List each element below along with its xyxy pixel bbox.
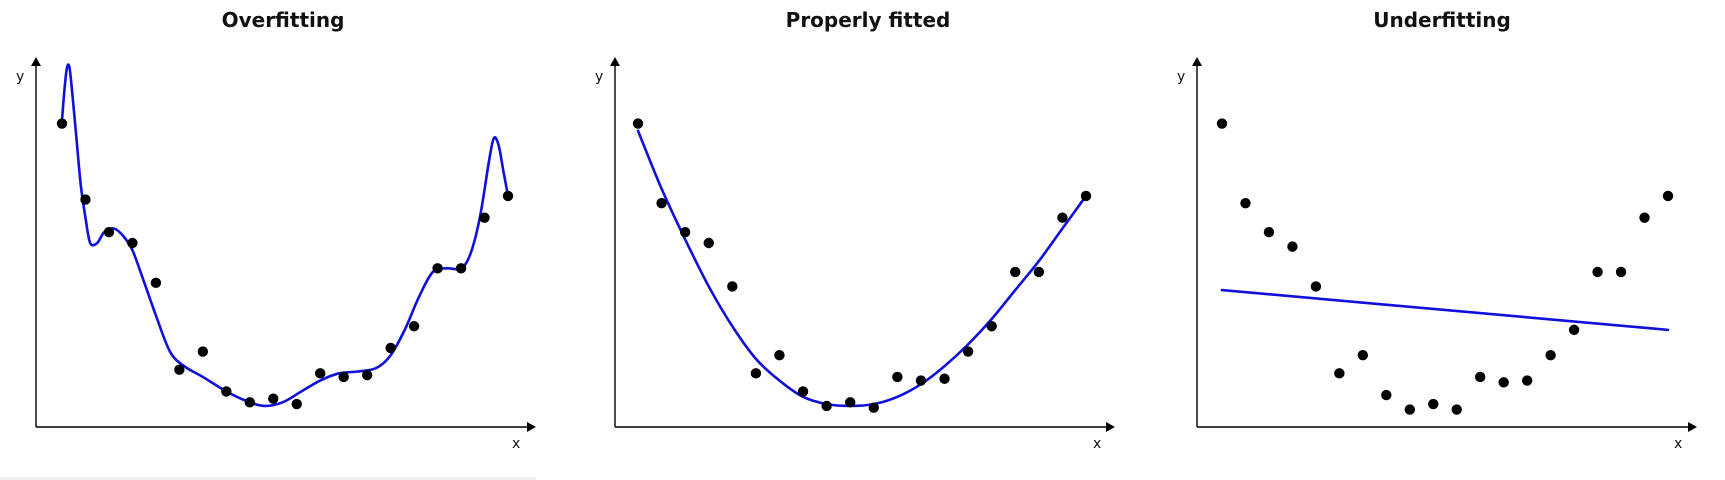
- data-point-underfitting-15: [1545, 350, 1556, 361]
- x-axis-label-properly-fitted: x: [1093, 436, 1102, 452]
- data-point-underfitting-8: [1381, 389, 1392, 401]
- data-point-overfitting-14: [361, 369, 373, 381]
- data-point-properly-fitted-3: [679, 226, 691, 238]
- data-point-overfitting-1: [56, 118, 68, 129]
- x-axis-label-underfitting: x: [1674, 436, 1683, 452]
- y-axis-label-properly-fitted: y: [595, 69, 604, 85]
- data-point-properly-fitted-13: [915, 375, 927, 386]
- data-point-underfitting-9: [1404, 404, 1415, 415]
- x-axis-arrow-overfitting: [527, 422, 536, 432]
- data-point-overfitting-5: [150, 277, 162, 289]
- data-point-properly-fitted-1: [632, 118, 644, 129]
- data-point-overfitting-2: [80, 194, 91, 205]
- panel-title-overfitting: Overfitting: [221, 8, 345, 32]
- data-point-properly-fitted-6: [750, 368, 762, 379]
- data-point-properly-fitted-9: [821, 400, 832, 412]
- y-axis-label-overfitting: y: [16, 69, 25, 85]
- chart-panel-properly-fitted: [610, 57, 1115, 432]
- data-point-underfitting-11: [1451, 404, 1462, 415]
- data-point-overfitting-10: [268, 393, 279, 404]
- x-axis-arrow-underfitting: [1688, 422, 1697, 432]
- data-point-underfitting-18: [1615, 266, 1627, 278]
- data-point-properly-fitted-14: [939, 373, 950, 384]
- data-point-properly-fitted-16: [986, 321, 997, 332]
- data-point-underfitting-12: [1475, 371, 1486, 383]
- data-point-overfitting-15: [385, 342, 396, 354]
- fit-curve-overfitting: [60, 63, 510, 408]
- data-point-underfitting-17: [1592, 266, 1603, 278]
- data-point-underfitting-13: [1498, 377, 1509, 388]
- panel-title-underfitting: Underfitting: [1373, 8, 1511, 32]
- fit-curve-underfitting: [1220, 288, 1670, 332]
- data-point-properly-fitted-5: [727, 281, 738, 292]
- chart-panel-underfitting: [1192, 57, 1697, 432]
- data-point-underfitting-16: [1568, 324, 1580, 336]
- bottom-strip: [0, 477, 536, 480]
- x-axis-label-overfitting: x: [512, 436, 521, 452]
- data-point-overfitting-18: [455, 263, 467, 274]
- y-axis-arrow-underfitting: [1192, 57, 1202, 66]
- data-point-properly-fitted-18: [1033, 266, 1045, 278]
- data-point-overfitting-16: [408, 321, 420, 332]
- panel-title-properly-fitted: Properly fitted: [785, 8, 951, 32]
- data-point-overfitting-9: [244, 397, 255, 408]
- data-point-underfitting-19: [1639, 212, 1650, 223]
- data-point-properly-fitted-12: [892, 371, 903, 383]
- data-point-underfitting-4: [1287, 241, 1298, 252]
- x-axis-arrow-properly-fitted: [1106, 422, 1115, 432]
- data-point-properly-fitted-4: [703, 237, 714, 249]
- data-point-underfitting-6: [1334, 368, 1345, 379]
- data-point-underfitting-1: [1216, 118, 1228, 129]
- data-point-underfitting-20: [1662, 190, 1674, 202]
- data-point-properly-fitted-8: [797, 386, 809, 397]
- data-point-properly-fitted-10: [845, 397, 856, 408]
- data-point-underfitting-10: [1428, 398, 1439, 410]
- data-point-properly-fitted-19: [1057, 212, 1068, 223]
- data-point-overfitting-17: [432, 263, 443, 274]
- data-point-underfitting-2: [1240, 197, 1251, 209]
- data-point-properly-fitted-11: [868, 402, 879, 413]
- data-point-properly-fitted-7: [774, 350, 785, 361]
- data-point-overfitting-13: [338, 371, 349, 383]
- data-point-overfitting-19: [479, 212, 490, 223]
- data-point-overfitting-12: [315, 368, 326, 379]
- data-point-underfitting-3: [1263, 226, 1275, 238]
- data-point-underfitting-14: [1521, 375, 1533, 386]
- data-point-overfitting-3: [103, 226, 115, 238]
- chart-panel-overfitting: [31, 57, 536, 432]
- y-axis-arrow-properly-fitted: [610, 57, 620, 66]
- data-point-overfitting-4: [127, 237, 138, 249]
- data-point-overfitting-11: [291, 398, 302, 410]
- y-axis-arrow-overfitting: [31, 57, 41, 66]
- data-point-properly-fitted-15: [962, 346, 974, 357]
- data-point-overfitting-8: [221, 386, 232, 397]
- data-point-overfitting-7: [197, 346, 209, 357]
- data-point-underfitting-7: [1357, 350, 1369, 361]
- fit-curve-properly-fitted: [636, 129, 1088, 408]
- y-axis-label-underfitting: y: [1177, 69, 1186, 85]
- data-point-properly-fitted-20: [1080, 190, 1092, 202]
- data-point-properly-fitted-2: [656, 197, 667, 209]
- data-point-properly-fitted-17: [1010, 266, 1021, 278]
- data-point-underfitting-5: [1310, 281, 1322, 292]
- data-point-overfitting-20: [502, 190, 514, 202]
- data-point-overfitting-6: [174, 364, 185, 375]
